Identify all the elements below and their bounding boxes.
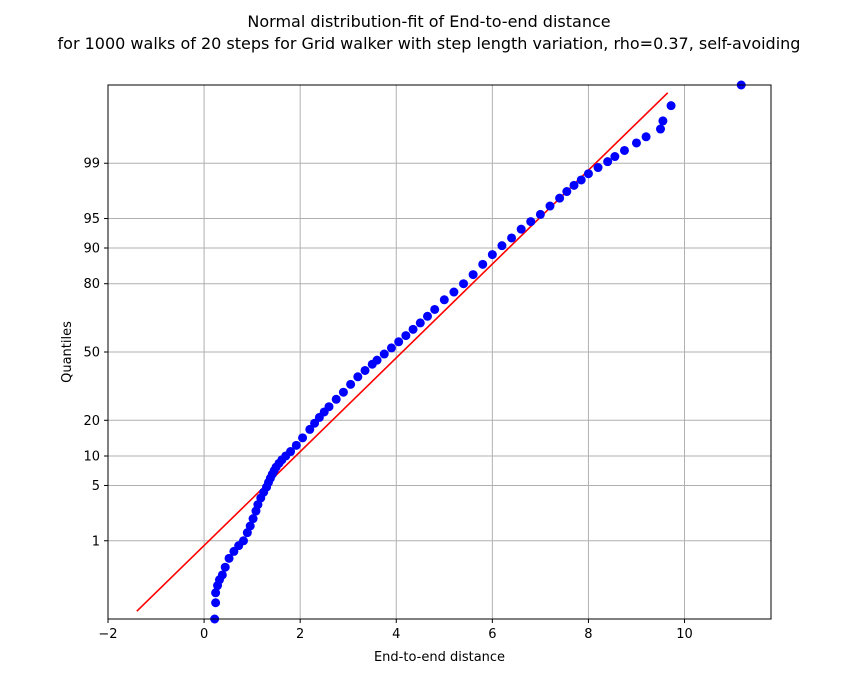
data-point: [516, 224, 526, 234]
data-point: [468, 270, 478, 280]
data-point: [569, 180, 579, 190]
data-point: [360, 365, 370, 375]
data-point: [415, 318, 425, 328]
data-point: [394, 337, 404, 347]
x-tick-label: 10: [676, 627, 693, 642]
grid-lines: [107, 85, 771, 619]
data-point: [487, 250, 497, 260]
data-point: [422, 311, 432, 321]
y-tick-label: 95: [83, 212, 100, 227]
chart-title: Normal distribution-fit of End-to-end di…: [247, 12, 611, 31]
data-point: [593, 163, 603, 173]
y-tick-label: 10: [83, 449, 100, 464]
data-point: [430, 304, 440, 314]
data-point: [211, 588, 221, 598]
y-tick-label: 5: [92, 479, 100, 494]
data-point: [331, 394, 341, 404]
x-tick-label: 4: [392, 627, 400, 642]
data-point: [658, 116, 668, 126]
data-point: [583, 169, 593, 179]
data-point: [576, 175, 586, 185]
data-point: [408, 324, 418, 334]
y-axis-label: Quantiles: [60, 321, 75, 383]
x-axis-label: End-to-end distance: [374, 650, 505, 665]
data-point: [641, 132, 651, 142]
data-point: [619, 145, 629, 155]
axis-ticks: −2 0 2 4 6 8 10 1 5 10 20 50 80 90 95 99: [83, 157, 692, 642]
data-point: [305, 424, 315, 434]
data-point: [526, 217, 536, 227]
data-point: [656, 124, 665, 134]
data-point: [449, 287, 459, 297]
data-point: [562, 187, 572, 197]
data-point: [555, 193, 565, 203]
chart-subtitle: for 1000 walks of 20 steps for Grid walk…: [57, 34, 801, 53]
data-points: [210, 80, 746, 624]
data-point: [353, 372, 363, 382]
x-tick-label: 0: [200, 627, 208, 642]
data-point: [238, 536, 248, 546]
data-point: [478, 259, 488, 269]
data-point: [346, 379, 356, 389]
data-point: [497, 241, 507, 251]
y-tick-label: 50: [83, 346, 100, 361]
data-point: [248, 514, 258, 524]
data-point: [386, 343, 396, 353]
y-tick-label: 1: [92, 534, 100, 549]
x-tick-label: 6: [488, 627, 496, 642]
data-point: [220, 562, 230, 572]
data-point: [245, 521, 255, 531]
y-tick-label: 80: [83, 277, 100, 292]
data-point: [298, 433, 308, 443]
x-tick-label: 8: [584, 627, 592, 642]
x-tick-label: −2: [98, 627, 117, 642]
data-point: [372, 355, 382, 365]
data-point: [666, 101, 676, 111]
data-point: [603, 157, 613, 167]
data-point: [401, 331, 411, 341]
data-point: [459, 279, 469, 289]
data-point: [286, 447, 296, 457]
data-point: [379, 349, 389, 359]
data-point: [211, 598, 221, 608]
data-point: [224, 553, 234, 563]
data-point: [507, 233, 517, 243]
y-tick-label: 20: [83, 414, 100, 429]
x-tick-label: 2: [296, 627, 304, 642]
data-point: [338, 387, 348, 397]
data-point: [631, 138, 641, 148]
data-point: [545, 201, 555, 211]
data-point: [291, 440, 301, 450]
y-tick-label: 99: [83, 157, 100, 172]
data-point: [217, 570, 227, 580]
data-point: [439, 295, 449, 305]
data-point: [610, 152, 620, 162]
data-point: [535, 209, 545, 219]
y-tick-label: 90: [83, 242, 100, 257]
data-point: [324, 402, 334, 412]
